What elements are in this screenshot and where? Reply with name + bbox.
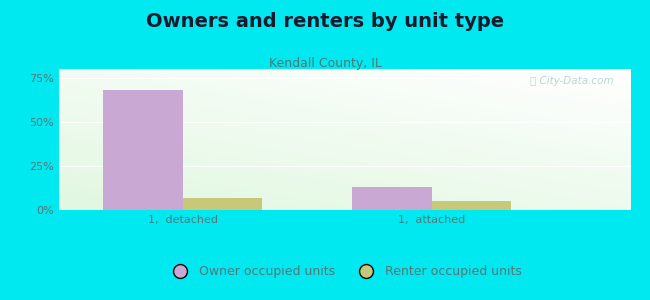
Bar (183, 198, 263, 210)
Bar (352, 187, 432, 210)
Text: ⓘ City-Data.com: ⓘ City-Data.com (530, 76, 614, 86)
Bar (432, 201, 511, 210)
Text: Kendall County, IL: Kendall County, IL (268, 57, 382, 70)
Bar (103, 90, 183, 210)
Legend: Owner occupied units, Renter occupied units: Owner occupied units, Renter occupied un… (162, 260, 526, 283)
Text: Owners and renters by unit type: Owners and renters by unit type (146, 12, 504, 31)
